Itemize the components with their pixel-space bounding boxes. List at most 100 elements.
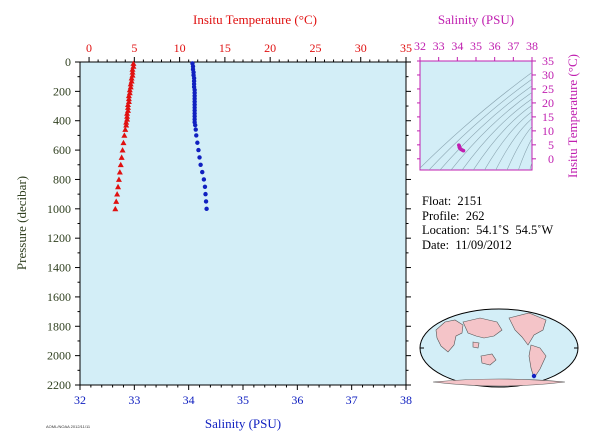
temperature-point [115,183,122,190]
temp-tick-label: 30 [355,41,367,55]
float-location-marker [531,373,537,379]
sal-tick-label: 34 [183,393,195,407]
temperature-point [123,122,130,128]
inset-temp-tick-label: 0 [548,152,554,166]
density-contour [472,104,532,170]
inset-temp-tick-label: 10 [542,124,554,138]
location-map [419,308,579,388]
sal-tick-label: 36 [291,393,303,407]
temperature-point [129,66,136,72]
density-contour [461,98,532,170]
temperature-point [130,60,137,66]
sal-tick-label: 35 [237,393,249,407]
inset-points [457,143,466,153]
salinity-point [198,162,203,167]
temperature-point [115,176,122,182]
salinity-point [192,122,198,128]
temp-tick-label: 0 [86,41,92,55]
temperature-point [120,139,127,146]
pressure-tick-label: 2200 [47,378,71,392]
temperature-point [124,101,131,107]
salinity-point [203,199,209,204]
pressure-tick-label: 1600 [47,290,71,304]
sal-tick-label: 33 [128,393,140,407]
temperature-point [117,161,124,168]
inset-temp-tick-label: 25 [542,82,554,96]
temperature-point [128,75,135,81]
density-contour [506,126,532,170]
y-axis-label: Pressure (decibar) [14,176,29,270]
salinity-point [202,184,208,189]
temp-tick-label: 5 [131,41,137,55]
inset-temp-tick-label: 15 [542,110,554,124]
inset-sal-tick-label: 34 [451,39,463,53]
map-land-north-america [508,312,547,346]
pressure-tick-label: 1000 [47,202,71,216]
temperature-point [118,154,125,160]
inset-temp-tick-label: 5 [548,138,554,152]
pressure-tick-label: 600 [53,143,71,157]
temp-tick-label: 10 [174,41,186,55]
temperature-point [112,205,119,212]
float-id: Float: 2151 [422,194,483,208]
pressure-tick-label: 1400 [47,261,71,275]
map-land [432,312,566,387]
pressure-tick-label: 1200 [47,231,71,245]
pressure-tick-label: 2000 [47,349,71,363]
temperature-point [121,132,128,138]
inset-temp-tick-label: 20 [542,96,554,110]
temperature-point [124,110,131,116]
density-contour [439,85,532,170]
temperature-point [129,69,136,75]
main-axis-ticks [75,57,411,390]
temp-tick-label: 35 [400,41,412,55]
salinity-point [203,191,208,197]
inset-sal-tick-label: 33 [433,39,445,53]
temperature-point [116,169,123,175]
map-land-antarctica [432,378,566,387]
salinity-point [194,133,199,138]
salinity-point [196,147,201,153]
temperature-point [113,198,120,204]
density-contour [420,72,532,169]
float-info: Float: 2151 Profile: 262 Location: 54.1˚… [422,194,553,252]
float-location: Location: 54.1˚S 54.5˚W [422,223,554,237]
ts-inset-area [419,60,533,171]
temperature-point [124,113,131,119]
density-contours [420,72,532,170]
salinity-point [197,155,202,160]
temperature-point [127,81,134,87]
inset-temp-tick-label: 35 [542,54,554,68]
density-contour [495,118,532,170]
bottom-axis-label: Salinity (PSU) [205,416,281,431]
salinity-point [201,177,207,182]
temperature-point [119,147,126,153]
profile-date: Date: 11/09/2012 [422,237,512,252]
sal-tick-label: 38 [400,393,412,407]
main-plot: Insitu Temperature (°C) Salinity (PSU) P… [14,12,412,431]
inset-sal-tick-label: 36 [489,39,501,53]
pressure-tick-label: 800 [53,172,71,186]
salinity-point [204,206,209,212]
main-plot-area [79,61,407,386]
temperature-point [126,86,133,93]
density-contour [450,92,532,170]
map-land-australia [480,353,497,366]
temperature-point [125,95,132,102]
temperature-point [122,126,129,132]
temp-tick-label: 25 [309,41,321,55]
density-contour [428,78,532,170]
pressure-tick-label: 1800 [47,319,71,333]
pressure-tick-label: 0 [65,55,71,69]
top-axis-label: Insitu Temperature (°C) [193,12,317,27]
ts-point [461,148,466,153]
temp-tick-label: 15 [219,41,231,55]
map-land-europe-africa [435,319,464,353]
temp-tick-label: 20 [264,41,276,55]
inset-temp-tick-label: 30 [542,68,554,82]
ts-inset: Salinity (PSU) Insitu Temperature (°C) 3… [414,12,580,178]
inset-sal-tick-label: 38 [526,39,538,53]
inset-right-axis-label: Insitu Temperature (°C) [565,54,580,178]
